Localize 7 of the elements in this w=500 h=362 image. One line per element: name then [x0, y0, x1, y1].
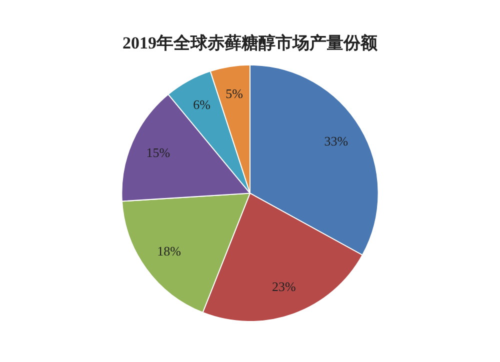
chart-title: 2019年全球赤藓糖醇市场产量份额	[122, 34, 378, 53]
data-label: 18%	[157, 243, 182, 258]
data-label: 15%	[146, 144, 170, 160]
data-label: 6%	[193, 96, 211, 112]
data-label: 33%	[324, 134, 348, 149]
data-label: 23%	[272, 278, 296, 294]
data-label: 5%	[226, 86, 244, 101]
